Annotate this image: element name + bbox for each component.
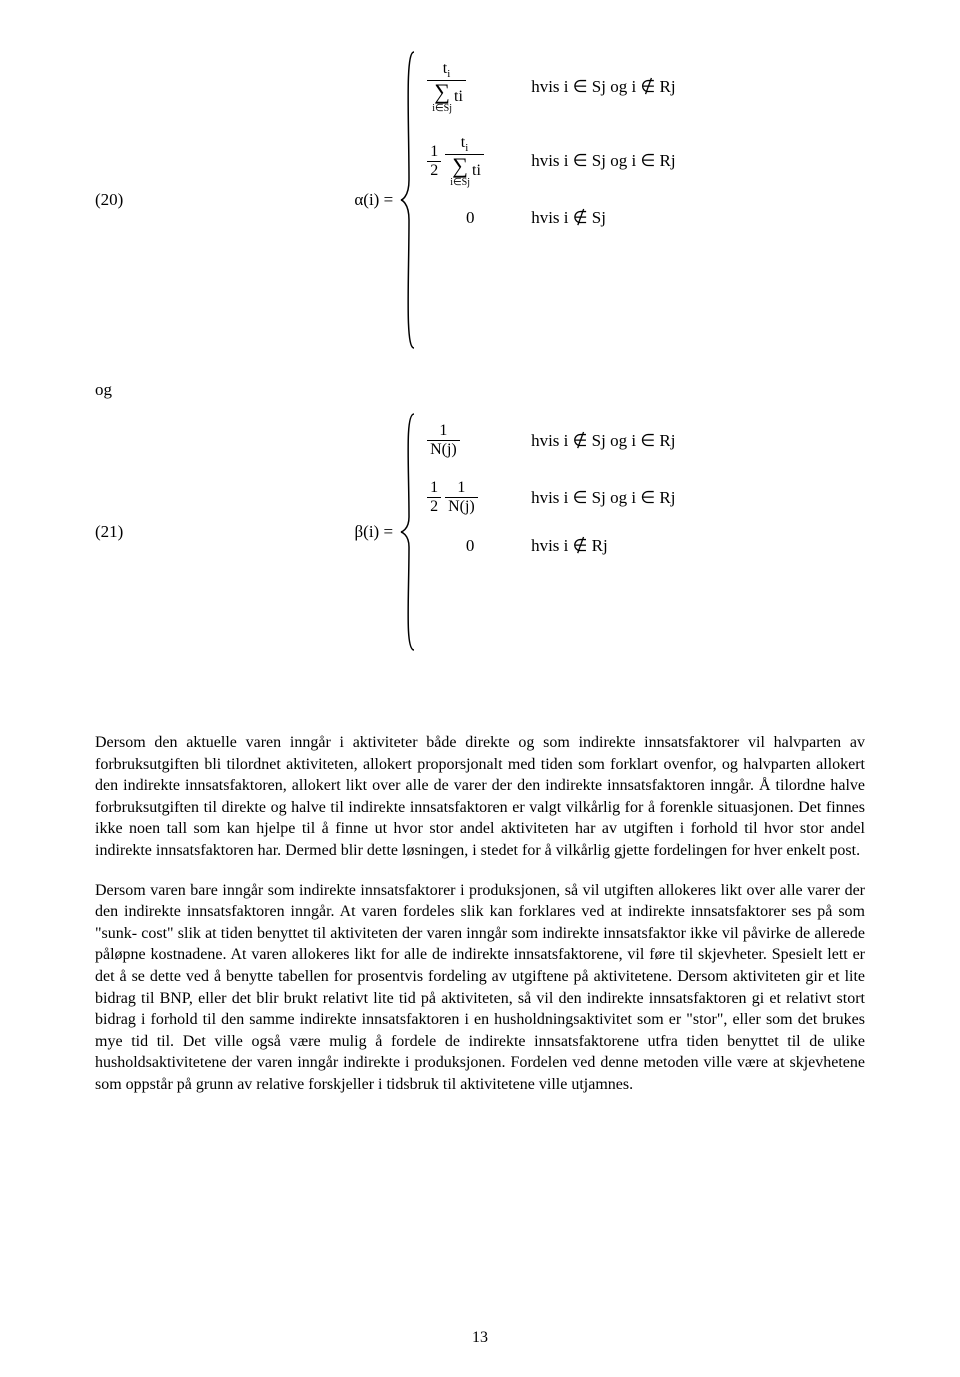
brace-cases-21: 1 N(j) hvis i ∉ Sj og i ∈ Rj 1 2 [399, 412, 675, 652]
equation-number-20: (20) [95, 190, 165, 210]
page: (20) α(i) = ti [0, 0, 960, 1377]
case-21-3-condition: hvis i ∉ Rj [531, 536, 608, 556]
sum-subscript: i∈Sj [432, 103, 452, 114]
cases-20: ti ∑ i∈Sj ti hvis i ∈ Sj og i ∉ Rj [419, 50, 675, 350]
paragraph-2: Dersom varen bare inngår som indirekte i… [95, 880, 865, 1096]
cases-21: 1 N(j) hvis i ∉ Sj og i ∈ Rj 1 2 [419, 412, 675, 652]
case-20-3-condition: hvis i ∉ Sj [531, 208, 606, 228]
two-label: 2 [427, 161, 441, 180]
beta-fn-label: β(i) = [355, 522, 394, 542]
case-20-1-condition: hvis i ∈ Sj og i ∉ Rj [531, 77, 675, 97]
equation-20: (20) α(i) = ti [95, 50, 865, 350]
case-21-2: 1 2 1 N(j) hvis i ∈ Sj og i ∈ Rj [425, 479, 675, 516]
case-21-1-condition: hvis i ∉ Sj og i ∈ Rj [531, 431, 675, 451]
left-brace-icon [399, 412, 419, 652]
page-number: 13 [0, 1329, 960, 1347]
brace-cases-20: ti ∑ i∈Sj ti hvis i ∈ Sj og i ∉ Rj [399, 50, 675, 350]
left-brace-icon [399, 50, 419, 350]
case-20-2: 1 2 ti ∑ i∈Sj ti [425, 134, 675, 188]
alpha-fn-label: α(i) = [354, 190, 393, 210]
case-21-1-value: 1 N(j) [425, 422, 515, 459]
connector-og: og [95, 380, 865, 400]
case-20-2-value: 1 2 ti ∑ i∈Sj ti [425, 134, 515, 188]
case-21-3: 0 hvis i ∉ Rj [425, 536, 675, 556]
case-20-3-value: 0 [425, 208, 515, 228]
case-21-3-value: 0 [425, 536, 515, 556]
case-20-1: ti ∑ i∈Sj ti hvis i ∈ Sj og i ∉ Rj [425, 60, 675, 114]
case-20-2-condition: hvis i ∈ Sj og i ∈ Rj [531, 151, 675, 171]
case-21-1: 1 N(j) hvis i ∉ Sj og i ∈ Rj [425, 422, 675, 459]
case-20-3: 0 hvis i ∉ Sj [425, 208, 675, 228]
nj-label: N(j) [427, 440, 460, 459]
paragraph-1: Dersom den aktuelle varen inngår i aktiv… [95, 732, 865, 862]
case-20-1-value: ti ∑ i∈Sj ti [425, 60, 515, 114]
equation-number-21: (21) [95, 522, 165, 542]
equation-body-20: α(i) = ti ∑ [165, 50, 865, 350]
equation-body-21: β(i) = 1 N(j) hvis [165, 412, 865, 652]
sigma-icon: ∑ [434, 81, 450, 103]
case-21-2-condition: hvis i ∈ Sj og i ∈ Rj [531, 488, 675, 508]
case-21-2-value: 1 2 1 N(j) [425, 479, 515, 516]
equation-21: (21) β(i) = 1 N(j) [95, 412, 865, 652]
sigma-icon: ∑ [452, 155, 468, 177]
one-label: 1 [427, 143, 441, 161]
